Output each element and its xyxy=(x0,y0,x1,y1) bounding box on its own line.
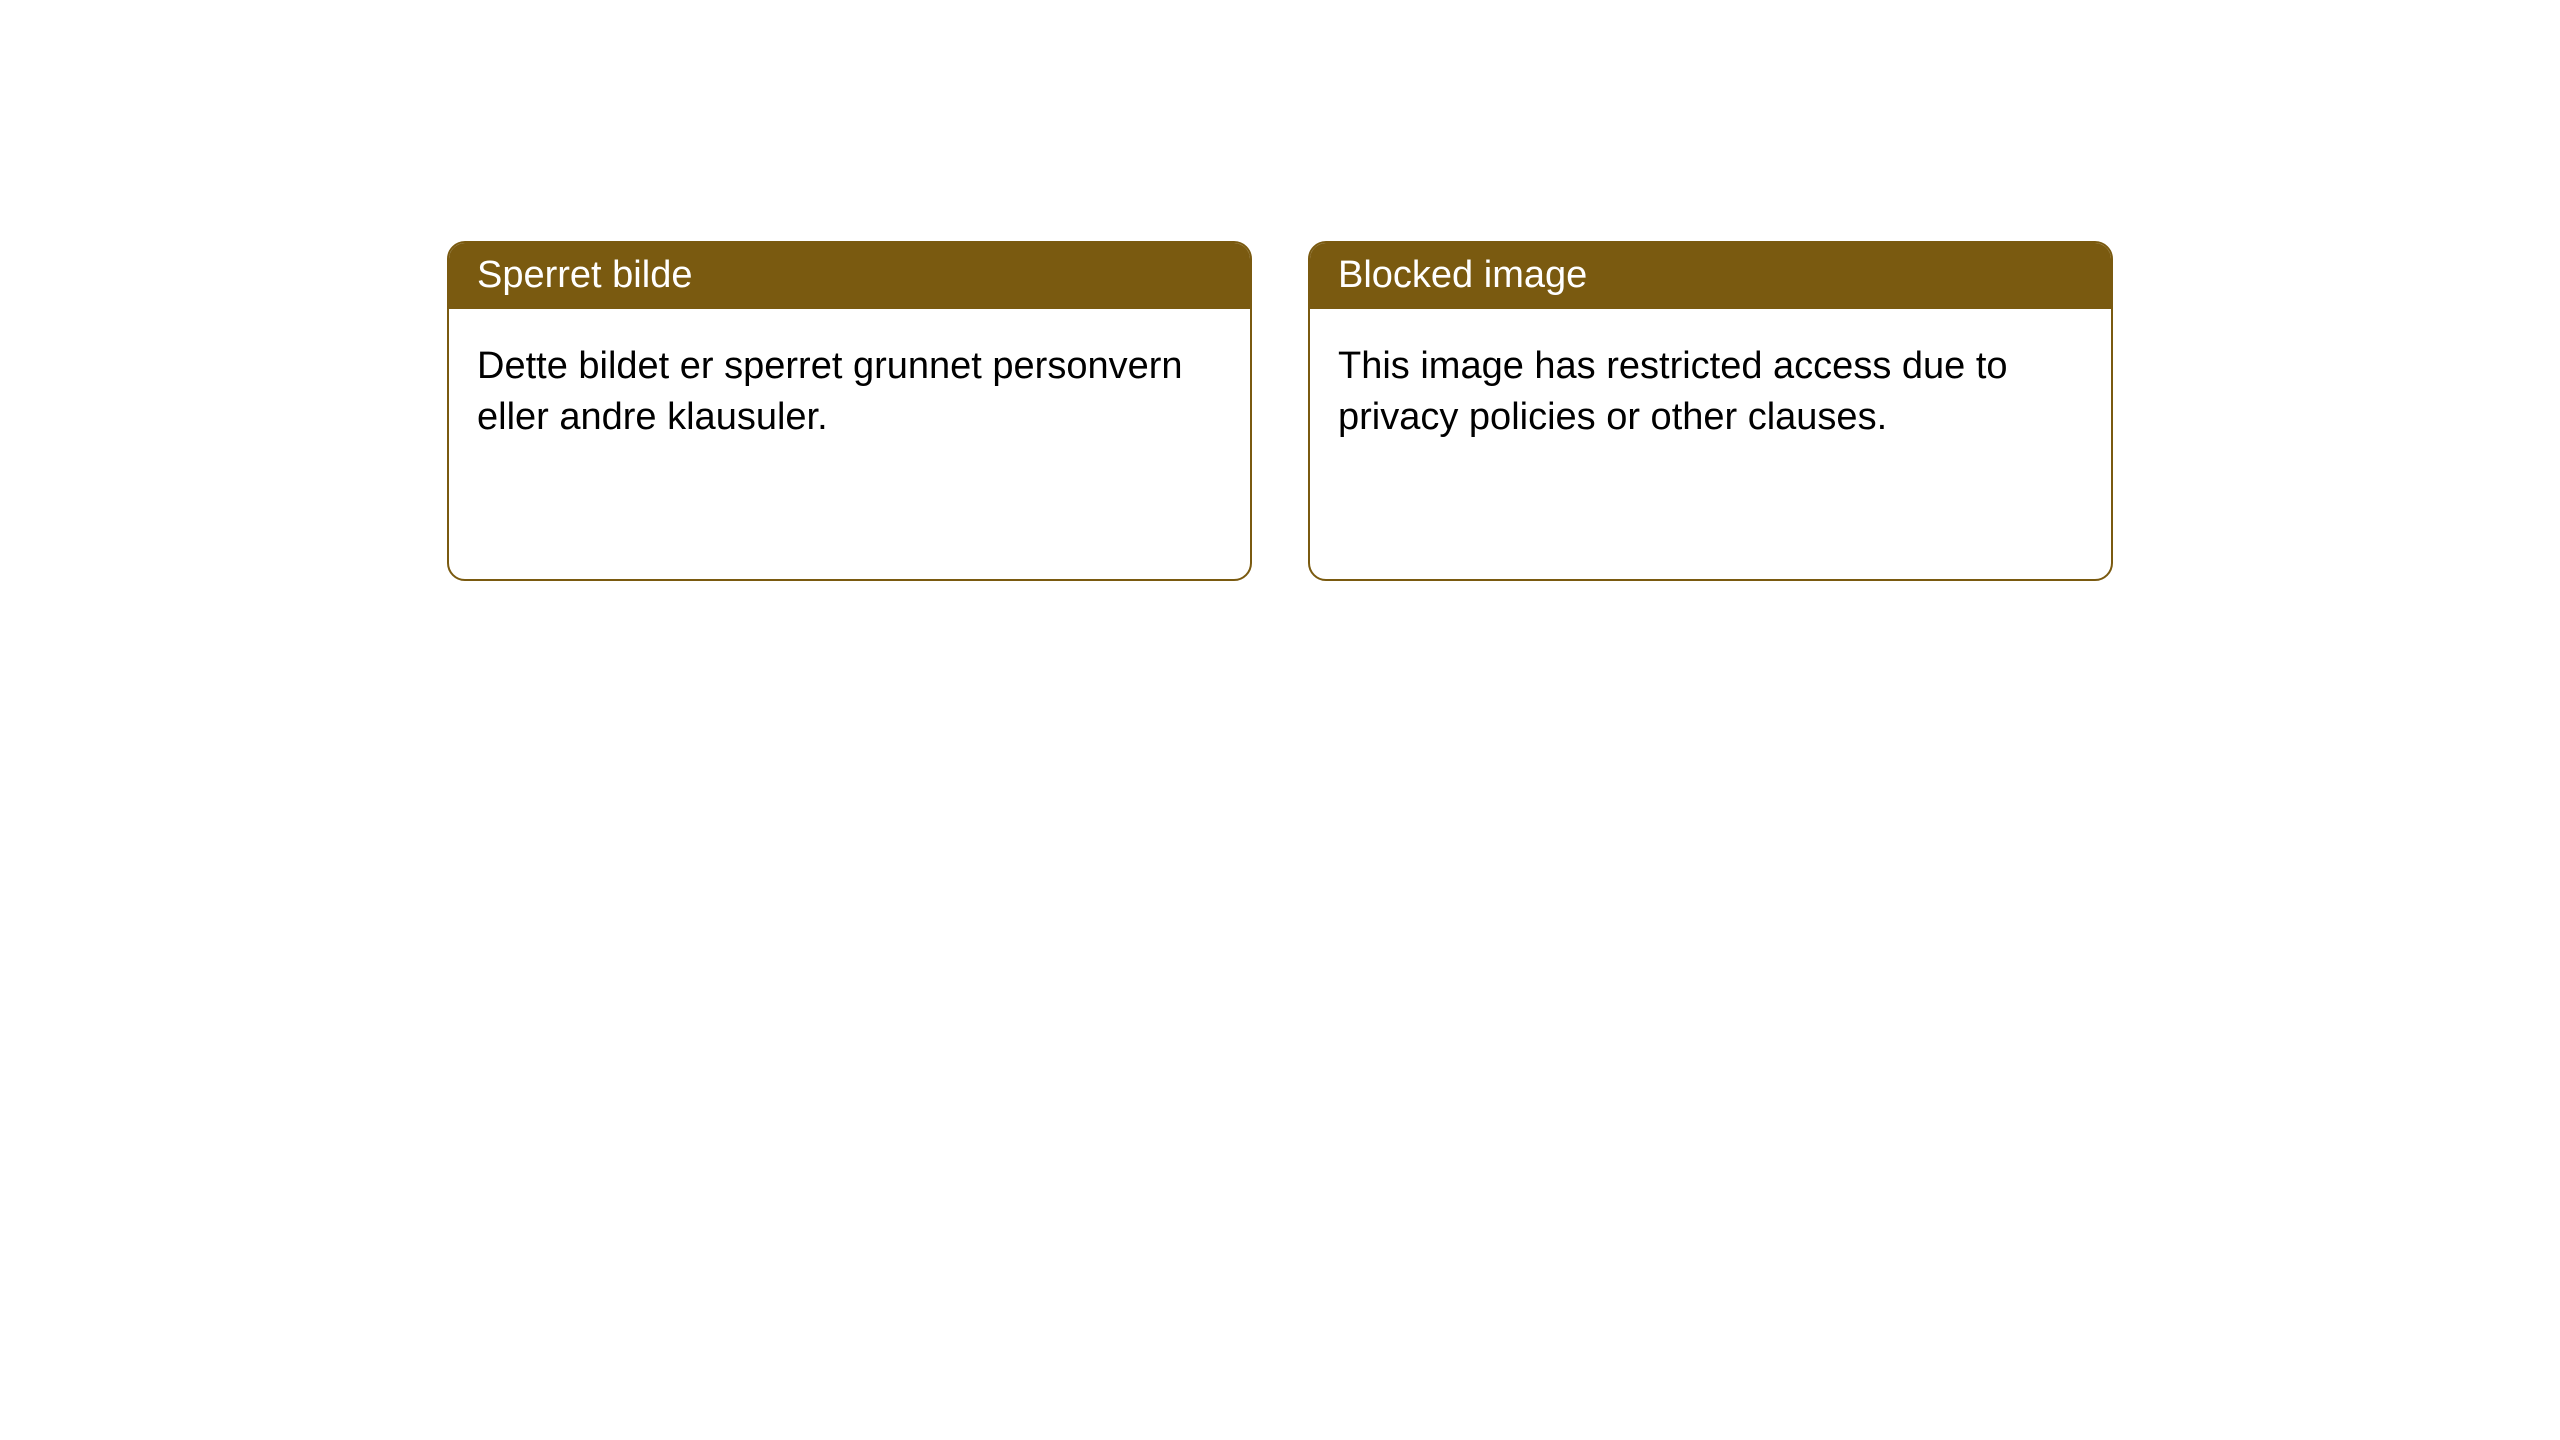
notice-title-no: Sperret bilde xyxy=(477,254,692,296)
notice-body-no: Dette bildet er sperret grunnet personve… xyxy=(449,309,1250,476)
notice-header-en: Blocked image xyxy=(1310,243,2111,309)
notice-card-no: Sperret bilde Dette bildet er sperret gr… xyxy=(447,241,1252,581)
notice-title-en: Blocked image xyxy=(1338,254,1587,296)
notice-body-en: This image has restricted access due to … xyxy=(1310,309,2111,476)
notice-header-no: Sperret bilde xyxy=(449,243,1250,309)
notice-body-text-no: Dette bildet er sperret grunnet personve… xyxy=(477,345,1183,439)
notice-container: Sperret bilde Dette bildet er sperret gr… xyxy=(447,241,2113,581)
notice-body-text-en: This image has restricted access due to … xyxy=(1338,345,2008,439)
notice-card-en: Blocked image This image has restricted … xyxy=(1308,241,2113,581)
